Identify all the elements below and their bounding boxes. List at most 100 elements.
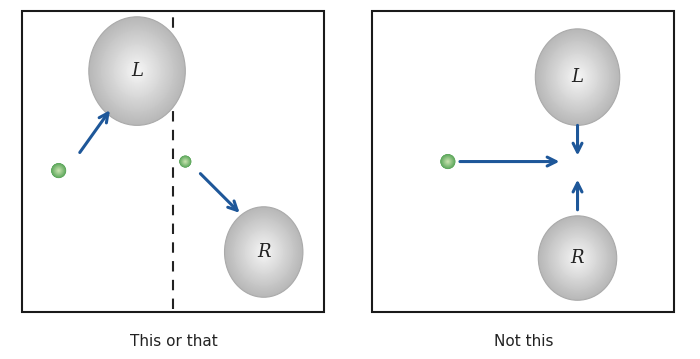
Ellipse shape bbox=[127, 59, 148, 83]
Ellipse shape bbox=[258, 245, 270, 259]
Ellipse shape bbox=[97, 26, 177, 116]
Ellipse shape bbox=[561, 240, 594, 276]
Circle shape bbox=[180, 156, 191, 167]
Ellipse shape bbox=[235, 219, 293, 285]
Ellipse shape bbox=[559, 55, 596, 99]
Circle shape bbox=[447, 161, 449, 162]
Circle shape bbox=[181, 158, 190, 165]
Ellipse shape bbox=[550, 46, 605, 108]
Ellipse shape bbox=[536, 29, 620, 125]
Ellipse shape bbox=[538, 32, 617, 122]
Ellipse shape bbox=[538, 31, 617, 123]
Ellipse shape bbox=[104, 34, 170, 108]
Ellipse shape bbox=[574, 255, 581, 262]
Ellipse shape bbox=[127, 60, 147, 82]
Circle shape bbox=[184, 160, 186, 163]
Ellipse shape bbox=[113, 44, 161, 98]
Ellipse shape bbox=[100, 29, 174, 113]
Ellipse shape bbox=[124, 57, 150, 85]
Circle shape bbox=[442, 155, 454, 168]
Ellipse shape bbox=[236, 220, 292, 284]
Ellipse shape bbox=[237, 221, 290, 283]
Circle shape bbox=[185, 161, 186, 162]
Ellipse shape bbox=[573, 252, 583, 264]
Circle shape bbox=[446, 159, 450, 164]
Ellipse shape bbox=[92, 20, 182, 122]
Ellipse shape bbox=[239, 223, 288, 281]
Ellipse shape bbox=[567, 65, 588, 89]
Circle shape bbox=[181, 157, 190, 167]
Ellipse shape bbox=[549, 44, 606, 110]
Circle shape bbox=[55, 167, 62, 174]
Ellipse shape bbox=[539, 216, 616, 299]
Circle shape bbox=[445, 159, 450, 164]
Ellipse shape bbox=[252, 238, 276, 266]
Ellipse shape bbox=[118, 50, 156, 93]
Ellipse shape bbox=[542, 219, 613, 297]
Ellipse shape bbox=[575, 74, 580, 80]
Circle shape bbox=[444, 157, 452, 166]
Ellipse shape bbox=[562, 60, 593, 95]
Circle shape bbox=[52, 164, 65, 177]
Ellipse shape bbox=[244, 229, 284, 275]
Circle shape bbox=[445, 159, 451, 164]
Ellipse shape bbox=[569, 67, 586, 87]
Ellipse shape bbox=[116, 47, 159, 95]
Circle shape bbox=[52, 164, 64, 177]
Ellipse shape bbox=[536, 30, 619, 125]
Ellipse shape bbox=[229, 212, 298, 292]
Ellipse shape bbox=[241, 227, 286, 278]
Circle shape bbox=[57, 169, 60, 172]
Ellipse shape bbox=[537, 31, 618, 124]
Circle shape bbox=[444, 157, 452, 166]
Circle shape bbox=[183, 160, 188, 163]
Ellipse shape bbox=[550, 228, 605, 288]
Circle shape bbox=[441, 155, 455, 168]
Circle shape bbox=[54, 166, 63, 175]
Circle shape bbox=[442, 155, 454, 168]
Ellipse shape bbox=[259, 247, 268, 257]
Ellipse shape bbox=[550, 45, 606, 109]
Circle shape bbox=[447, 160, 449, 163]
Ellipse shape bbox=[561, 58, 594, 97]
Circle shape bbox=[444, 158, 452, 165]
Ellipse shape bbox=[553, 49, 602, 105]
Circle shape bbox=[53, 165, 64, 176]
Text: L: L bbox=[571, 68, 584, 86]
Circle shape bbox=[447, 160, 449, 163]
Ellipse shape bbox=[552, 47, 603, 107]
Ellipse shape bbox=[251, 238, 276, 266]
Ellipse shape bbox=[232, 215, 295, 289]
Ellipse shape bbox=[559, 238, 596, 279]
Circle shape bbox=[57, 169, 60, 172]
Ellipse shape bbox=[548, 227, 607, 290]
Ellipse shape bbox=[550, 228, 606, 288]
Ellipse shape bbox=[544, 38, 611, 116]
Ellipse shape bbox=[541, 219, 614, 298]
Circle shape bbox=[184, 160, 187, 163]
Ellipse shape bbox=[136, 70, 138, 72]
Ellipse shape bbox=[95, 24, 179, 118]
Ellipse shape bbox=[256, 242, 272, 262]
Ellipse shape bbox=[553, 231, 603, 285]
Circle shape bbox=[184, 160, 186, 163]
Ellipse shape bbox=[255, 242, 273, 262]
Ellipse shape bbox=[244, 229, 284, 275]
Ellipse shape bbox=[576, 75, 579, 79]
Ellipse shape bbox=[568, 248, 587, 268]
Ellipse shape bbox=[574, 73, 581, 81]
Ellipse shape bbox=[570, 69, 584, 85]
Ellipse shape bbox=[256, 244, 271, 260]
Ellipse shape bbox=[554, 232, 602, 284]
Ellipse shape bbox=[551, 229, 604, 287]
Ellipse shape bbox=[260, 247, 267, 257]
Circle shape bbox=[443, 157, 453, 166]
Circle shape bbox=[446, 160, 449, 163]
Circle shape bbox=[444, 159, 451, 164]
Circle shape bbox=[440, 154, 455, 169]
Ellipse shape bbox=[577, 257, 578, 259]
Ellipse shape bbox=[109, 39, 165, 103]
Circle shape bbox=[441, 154, 455, 169]
Ellipse shape bbox=[542, 220, 612, 296]
Circle shape bbox=[443, 157, 452, 166]
